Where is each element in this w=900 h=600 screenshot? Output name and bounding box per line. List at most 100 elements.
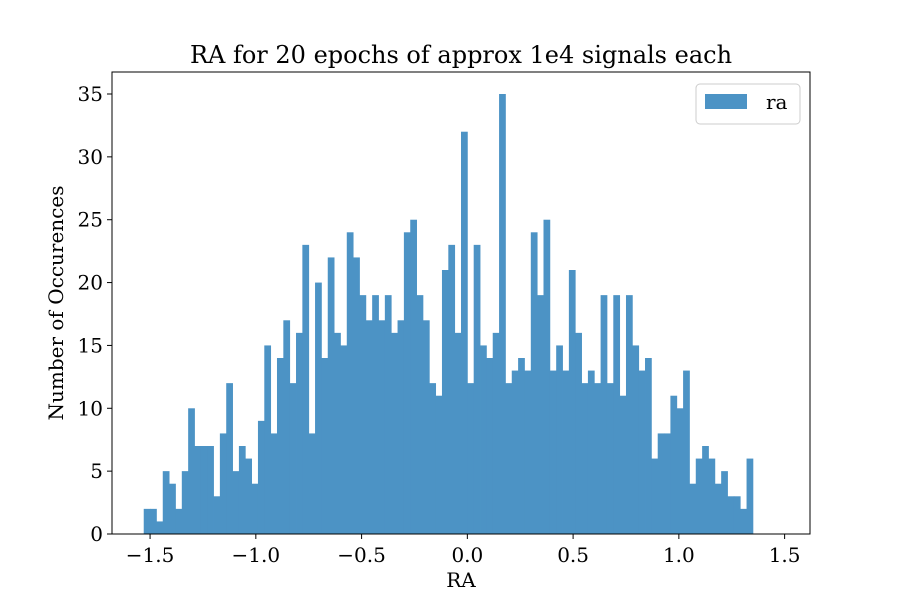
histogram-bar (296, 332, 303, 534)
histogram-bar (505, 383, 513, 534)
histogram-bar (606, 383, 614, 534)
legend-label-ra: ra (766, 90, 788, 114)
histogram-bar (613, 295, 621, 534)
histogram-bar (270, 433, 278, 534)
histogram-bar (581, 383, 589, 534)
x-tick-label: 0.0 (451, 543, 483, 567)
histogram-bar (365, 320, 373, 534)
histogram-bars (143, 94, 754, 535)
histogram-bar (245, 458, 252, 534)
legend: ra (695, 83, 801, 125)
histogram-bar (619, 395, 627, 534)
histogram-bar (454, 332, 462, 534)
histogram-bar (511, 370, 519, 534)
histogram-bar (143, 508, 151, 534)
histogram-bar (372, 295, 379, 534)
histogram-bar (340, 345, 348, 534)
histogram-bar (714, 483, 722, 534)
histogram-bar (251, 483, 259, 534)
histogram-bar (429, 383, 437, 534)
histogram-bar (543, 219, 551, 534)
x-axis-label: RA (446, 568, 476, 592)
histogram-bar (391, 332, 398, 534)
histogram-bar (486, 358, 494, 534)
histogram-bar (683, 370, 690, 534)
histogram-bar (289, 383, 297, 534)
histogram-bar (600, 295, 608, 534)
histogram-bar (733, 496, 741, 534)
histogram-bar (334, 332, 341, 534)
histogram-bar (169, 483, 176, 534)
histogram-bar (226, 383, 233, 534)
histogram-bar (384, 295, 392, 534)
plot-frame (111, 71, 811, 535)
histogram-bar (264, 345, 272, 534)
y-tick-label: 15 (78, 333, 103, 357)
histogram-bar (530, 232, 538, 535)
histogram-bar (740, 508, 747, 534)
histogram-bar (302, 244, 310, 535)
histogram-bar (562, 370, 570, 534)
histogram-bar (499, 94, 506, 534)
histogram-bar (346, 232, 354, 535)
histogram-bar (473, 244, 481, 535)
y-tick-label: 20 (78, 271, 103, 295)
histogram-bar (403, 232, 411, 535)
histogram-bar (308, 433, 316, 534)
x-tick-label: 1.5 (769, 543, 801, 567)
histogram-bar (537, 295, 544, 534)
histogram-bar (410, 219, 417, 534)
histogram-bar (721, 471, 728, 534)
histogram-bar (422, 320, 430, 534)
histogram-bar (575, 332, 582, 534)
histogram-bar (727, 496, 735, 534)
histogram-bar (359, 295, 367, 534)
histogram-bar (461, 131, 468, 534)
chart-title: RA for 20 epochs of approx 1e4 signals e… (190, 41, 732, 69)
histogram-bar (378, 320, 386, 534)
histogram-bar (207, 446, 214, 534)
histogram-bar (708, 458, 716, 534)
histogram-bar (492, 332, 500, 534)
y-tick-label: 30 (78, 145, 103, 169)
y-tick-label: 35 (78, 82, 103, 106)
x-tick-label: −1.5 (126, 543, 175, 567)
histogram-bar (689, 483, 697, 534)
histogram-bar (435, 395, 443, 534)
histogram-bar (188, 408, 195, 534)
y-tick-label: 25 (78, 208, 103, 232)
histogram-bar (441, 270, 449, 534)
histogram-bar (238, 446, 246, 534)
histogram-bar (549, 370, 557, 534)
x-axis-ticks: −1.5 −1.0 −0.5 0.0 0.5 1.0 1.5 (126, 534, 801, 567)
x-tick-label: 0.5 (557, 543, 589, 567)
histogram-bar (676, 408, 684, 534)
y-tick-label: 10 (78, 396, 103, 420)
histogram-bar (632, 345, 640, 534)
histogram-bar (448, 244, 456, 535)
histogram-bar (232, 471, 240, 534)
histogram-bar (587, 370, 595, 534)
histogram-bar (353, 257, 360, 534)
histogram-bar (283, 320, 291, 534)
histogram-bar (664, 433, 671, 534)
histogram-bar (181, 471, 189, 534)
histogram-bar (657, 433, 665, 534)
histogram-bar (702, 446, 709, 534)
histogram-bar (416, 295, 424, 534)
histogram-bar (645, 358, 652, 534)
x-tick-label: −1.0 (232, 543, 281, 567)
histogram-bar (524, 370, 532, 534)
histogram-bar (162, 471, 170, 534)
x-tick-label: 1.0 (663, 543, 695, 567)
y-tick-label: 5 (90, 459, 103, 483)
histogram-bar (568, 270, 576, 534)
histogram-bar (695, 458, 703, 534)
histogram-bar (194, 446, 202, 534)
histogram-bar (150, 508, 157, 534)
histogram-bar (327, 257, 335, 534)
histogram-bar (625, 295, 633, 534)
histogram-bar (638, 370, 646, 534)
x-tick-label: −0.5 (337, 543, 386, 567)
